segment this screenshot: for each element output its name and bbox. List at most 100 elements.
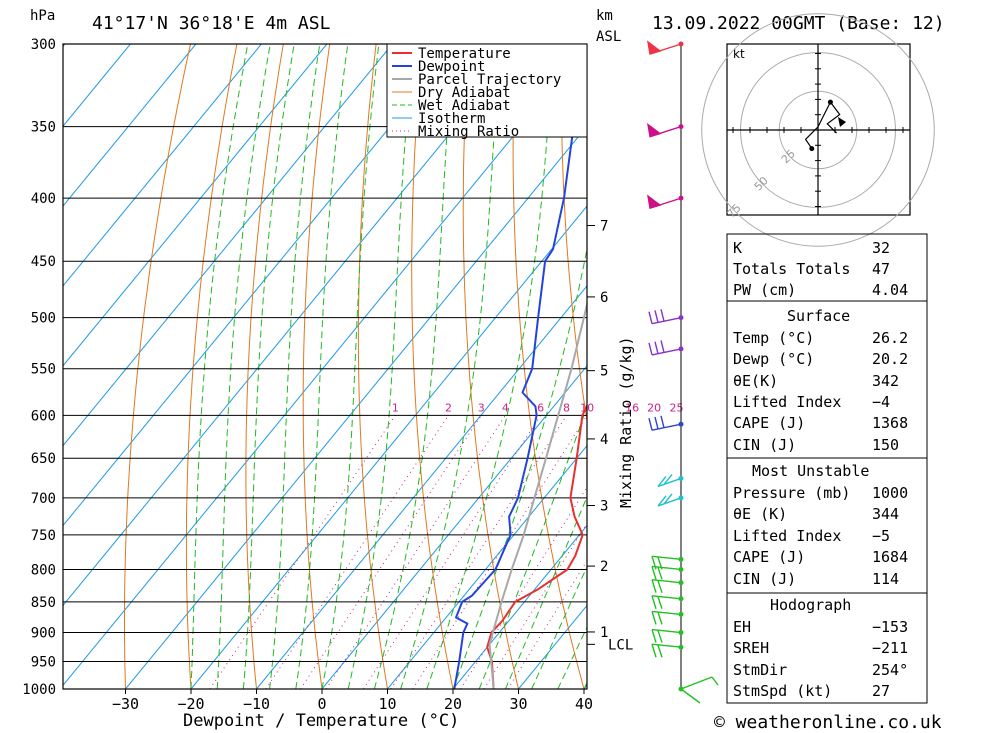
height-axis: 1 2 3 4 5 6 7 LCL bbox=[587, 219, 633, 653]
surface-cin-value: 150 bbox=[872, 436, 899, 454]
wind-barb bbox=[651, 628, 682, 643]
dry-adiabat bbox=[124, 44, 191, 689]
stmspd-value: 27 bbox=[872, 682, 890, 700]
dry-adiabat bbox=[357, 44, 388, 689]
surface-li-value: −4 bbox=[872, 393, 890, 411]
storm-motion-arrow bbox=[838, 117, 846, 127]
wind-barb bbox=[651, 565, 682, 580]
pw-value: 4.04 bbox=[872, 281, 908, 299]
dry-adiabat bbox=[980, 44, 1000, 689]
isotherm-line bbox=[452, 524, 587, 689]
barb-shaft bbox=[651, 348, 682, 356]
barb-feather bbox=[654, 310, 659, 323]
barb-shaft bbox=[651, 423, 682, 431]
temperature-tick-label: 10 bbox=[378, 695, 396, 713]
isotherm-line bbox=[63, 44, 393, 447]
surface-cape-label: CAPE (J) bbox=[733, 414, 805, 432]
barb-feather bbox=[663, 493, 673, 505]
isotherm-line bbox=[63, 44, 197, 207]
surface-thetae-label: θE(K) bbox=[733, 372, 778, 390]
barb-feather bbox=[648, 418, 653, 431]
mixing-ratio-label: 25 bbox=[670, 401, 684, 414]
hodograph-unit: kt bbox=[733, 47, 745, 61]
barb-feather bbox=[654, 416, 659, 430]
barb-pennant bbox=[647, 194, 662, 210]
wet-adiabat bbox=[426, 44, 554, 689]
mixing-ratio-label: 16 bbox=[625, 401, 639, 414]
surface-cin-label: CIN (J) bbox=[733, 436, 796, 454]
barb-feather bbox=[648, 342, 653, 356]
isotherm-line bbox=[63, 44, 262, 287]
mixing-ratio-line bbox=[412, 415, 587, 689]
copyright-text[interactable]: © weatheronline.co.uk bbox=[714, 712, 942, 733]
wet-adiabat bbox=[216, 44, 271, 689]
stmspd-label: StmSpd (kt) bbox=[733, 682, 832, 700]
isotherm-line bbox=[256, 285, 587, 689]
pressure-label: 900 bbox=[31, 626, 56, 642]
barb-feather bbox=[657, 596, 663, 609]
wet-adiabat bbox=[504, 495, 587, 689]
surface-cape-value: 1368 bbox=[872, 414, 908, 432]
barb-feather bbox=[651, 644, 657, 658]
barb-shaft bbox=[651, 316, 682, 325]
wind-barb bbox=[657, 493, 682, 507]
height-label: 3 bbox=[600, 499, 608, 515]
pw-label: PW (cm) bbox=[733, 281, 796, 299]
wind-barb bbox=[647, 122, 682, 138]
wind-barb bbox=[651, 595, 682, 609]
wet-adiabat bbox=[347, 44, 415, 689]
isotherm-line bbox=[63, 44, 328, 367]
mixing-ratio-labels: 1 2 3 4 6 8 10 16 20 25 bbox=[392, 401, 684, 414]
barb-feather bbox=[657, 612, 663, 625]
pressure-label: 650 bbox=[31, 451, 56, 467]
legend-temperature: Temperature bbox=[418, 46, 511, 62]
wind-barb bbox=[651, 643, 682, 658]
barb-shaft bbox=[651, 595, 682, 600]
temperature-tick-label: −20 bbox=[177, 695, 204, 713]
barb-shaft bbox=[651, 565, 682, 571]
isotherm-line bbox=[63, 44, 131, 127]
mu-thetae-label: θE (K) bbox=[733, 505, 787, 523]
mixing-ratio-line bbox=[390, 415, 567, 689]
asl-unit-label: ASL bbox=[596, 29, 621, 45]
mu-pressure-label: Pressure (mb) bbox=[733, 484, 850, 502]
barb-feather bbox=[657, 645, 663, 658]
legend-mixing-ratio: Mixing Ratio bbox=[418, 124, 519, 140]
wind-barb bbox=[648, 415, 682, 431]
wind-barb bbox=[648, 340, 682, 356]
mu-cin-label: CIN (J) bbox=[733, 570, 796, 588]
height-label: 4 bbox=[600, 432, 608, 448]
pressure-axis: 300 350 400 450 500 550 600 650 700 750 800 850 900 9… bbox=[22, 37, 56, 698]
wind-barb bbox=[647, 194, 682, 210]
legend-wet-adiabat: Wet Adiabat bbox=[418, 98, 511, 114]
barb-shaft bbox=[680, 688, 701, 704]
wind-dot bbox=[678, 124, 684, 130]
mu-li-value: −5 bbox=[872, 527, 890, 545]
profile-parcel-trajectory bbox=[488, 300, 587, 689]
temperature-tick-label: 30 bbox=[509, 695, 527, 713]
height-label: 2 bbox=[600, 559, 608, 575]
eh-label: EH bbox=[733, 618, 751, 636]
legend-parcel: Parcel Trajectory bbox=[418, 72, 561, 88]
height-label: 7 bbox=[600, 219, 608, 235]
mixing-ratio-label: 6 bbox=[537, 401, 544, 414]
temperature-tick-label: 40 bbox=[575, 695, 593, 713]
mixing-ratio-line bbox=[325, 415, 506, 689]
mixing-ratio-label: 3 bbox=[478, 401, 485, 414]
hodograph-dot bbox=[827, 99, 833, 105]
stmdir-value: 254° bbox=[872, 661, 908, 679]
barb-pennant bbox=[647, 40, 662, 55]
dry-adiabat bbox=[933, 44, 1000, 689]
sounding-profiles bbox=[453, 44, 587, 689]
mixing-ratio-label: 20 bbox=[647, 401, 661, 414]
barb-feather bbox=[660, 340, 665, 353]
height-label: 6 bbox=[600, 290, 608, 306]
hpa-unit-label: hPa bbox=[30, 8, 55, 24]
stmdir-label: StmDir bbox=[733, 661, 787, 679]
mu-li-label: Lifted Index bbox=[733, 527, 841, 545]
barb-feather bbox=[657, 475, 667, 487]
isotherm-line bbox=[63, 45, 587, 687]
barb-feather bbox=[660, 415, 665, 428]
mu-title: Most Unstable bbox=[752, 462, 869, 480]
